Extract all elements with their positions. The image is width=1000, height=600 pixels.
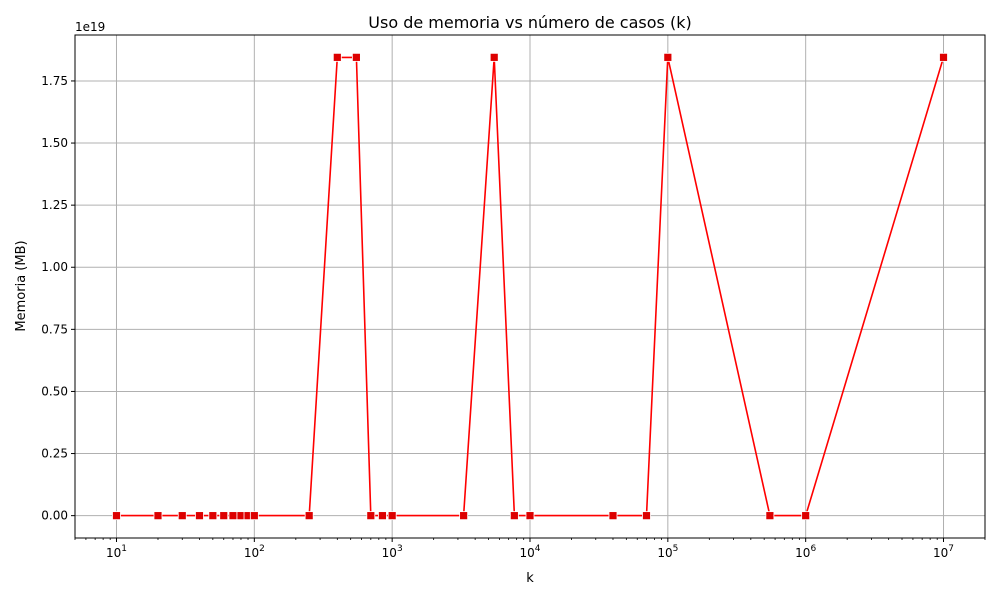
- series-layer: [112, 52, 948, 521]
- data-point: [765, 511, 775, 521]
- x-tick-exponent: 7: [948, 544, 954, 554]
- x-tick-exponent: 3: [397, 544, 403, 554]
- data-point: [112, 511, 121, 521]
- y-tick-label: 0.25: [41, 447, 68, 461]
- x-tick-exponent: 6: [810, 544, 816, 554]
- x-tick-exponent: 1: [121, 544, 127, 554]
- data-point: [509, 511, 519, 521]
- y-tick-label: 1.00: [41, 260, 68, 274]
- data-point: [332, 52, 342, 62]
- x-tick-label: 104: [519, 544, 540, 560]
- data-point: [387, 511, 397, 521]
- data-point: [177, 511, 187, 521]
- x-tick-label: 101: [106, 544, 127, 560]
- y-tick-label: 0.00: [41, 509, 68, 523]
- y-axis-label: Memoria (MB): [14, 240, 29, 331]
- x-tick-exponent: 2: [259, 544, 265, 554]
- data-point: [366, 511, 376, 521]
- data-point: [489, 52, 499, 62]
- data-point: [608, 511, 618, 521]
- y-multiplier-label: 1e19: [75, 20, 105, 34]
- x-tick-label: 103: [382, 544, 403, 560]
- data-point: [801, 511, 811, 521]
- data-point: [459, 511, 469, 521]
- chart-title: Uso de memoria vs número de casos (k): [368, 13, 691, 32]
- x-tick-label: 102: [244, 544, 265, 560]
- y-tick-label: 0.50: [41, 384, 68, 398]
- data-point: [208, 511, 218, 521]
- x-axis-ticks: 101 102 103 104 105 106 107: [74, 538, 986, 560]
- grid-lines: [75, 35, 985, 538]
- x-tick-exponent: 5: [673, 544, 679, 554]
- data-point: [304, 511, 314, 521]
- y-tick-label: 1.25: [41, 198, 68, 212]
- data-point: [642, 511, 651, 521]
- y-tick-label: 1.50: [41, 136, 68, 150]
- data-point: [219, 511, 229, 521]
- x-axis-label: k: [526, 571, 534, 586]
- data-point: [939, 52, 948, 62]
- x-tick-label: 105: [657, 544, 678, 560]
- y-tick-label: 0.75: [41, 322, 68, 336]
- data-point: [153, 511, 163, 521]
- data-point: [525, 511, 535, 521]
- data-point: [228, 511, 238, 521]
- data-point: [249, 511, 259, 521]
- x-tick-label: 106: [795, 544, 816, 560]
- data-point: [378, 511, 387, 521]
- y-tick-label: 1.75: [41, 74, 68, 88]
- data-point: [663, 52, 673, 62]
- y-axis-ticks: 0.00 0.25 0.50 0.75 1.00 1.25 1.50 1.75: [41, 74, 75, 523]
- x-tick-label: 107: [933, 544, 954, 560]
- data-point: [195, 511, 204, 521]
- data-point: [351, 52, 361, 62]
- x-tick-exponent: 4: [535, 544, 541, 554]
